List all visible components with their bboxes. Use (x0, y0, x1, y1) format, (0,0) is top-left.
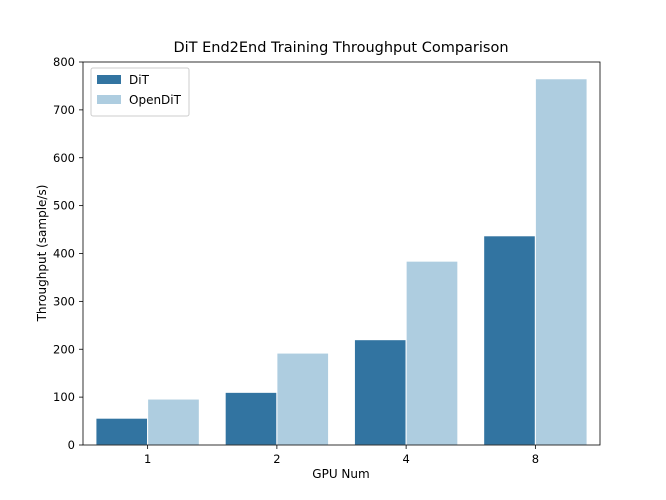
y-axis-label: Throughput (sample/s) (35, 185, 49, 323)
legend: DiT OpenDiT (90, 67, 190, 117)
y-tick-label: 500 (53, 199, 75, 213)
bar-opendit-8 (534, 78, 588, 446)
bar-opendit-2 (276, 352, 330, 446)
y-tick-label: 100 (53, 390, 75, 404)
bar-dit-8 (483, 235, 536, 446)
y-tick-label: 600 (53, 151, 75, 165)
x-tick-label: 1 (144, 452, 151, 466)
bar-dit-4 (353, 339, 407, 446)
y-tick-label: 800 (53, 55, 75, 69)
legend-swatch-dit (97, 75, 121, 84)
chart-title: DiT End2End Training Throughput Comparis… (173, 40, 508, 56)
bar-dit-2 (224, 391, 278, 446)
x-tick-label: 8 (532, 452, 539, 466)
plot-area: 1 2 4 8 0 100 200 300 400 500 600 700 800 (53, 55, 601, 466)
bar-opendit-1 (147, 398, 200, 446)
legend-swatch-opendit (97, 95, 121, 104)
x-tick-label: 4 (402, 452, 409, 466)
x-tick-label: 2 (273, 452, 280, 466)
y-tick-label: 0 (68, 438, 75, 452)
bar-dit-1 (95, 417, 149, 446)
legend-label-opendit: OpenDiT (129, 93, 182, 107)
y-tick-label: 300 (53, 294, 75, 308)
y-tick-label: 200 (53, 342, 75, 356)
plot-frame (82, 61, 601, 446)
y-tick-label: 400 (53, 247, 75, 261)
y-tick-label: 700 (53, 103, 75, 117)
bar-opendit-4 (405, 260, 459, 446)
x-axis-label: GPU Num (312, 467, 369, 481)
legend-label-dit: DiT (129, 73, 150, 87)
